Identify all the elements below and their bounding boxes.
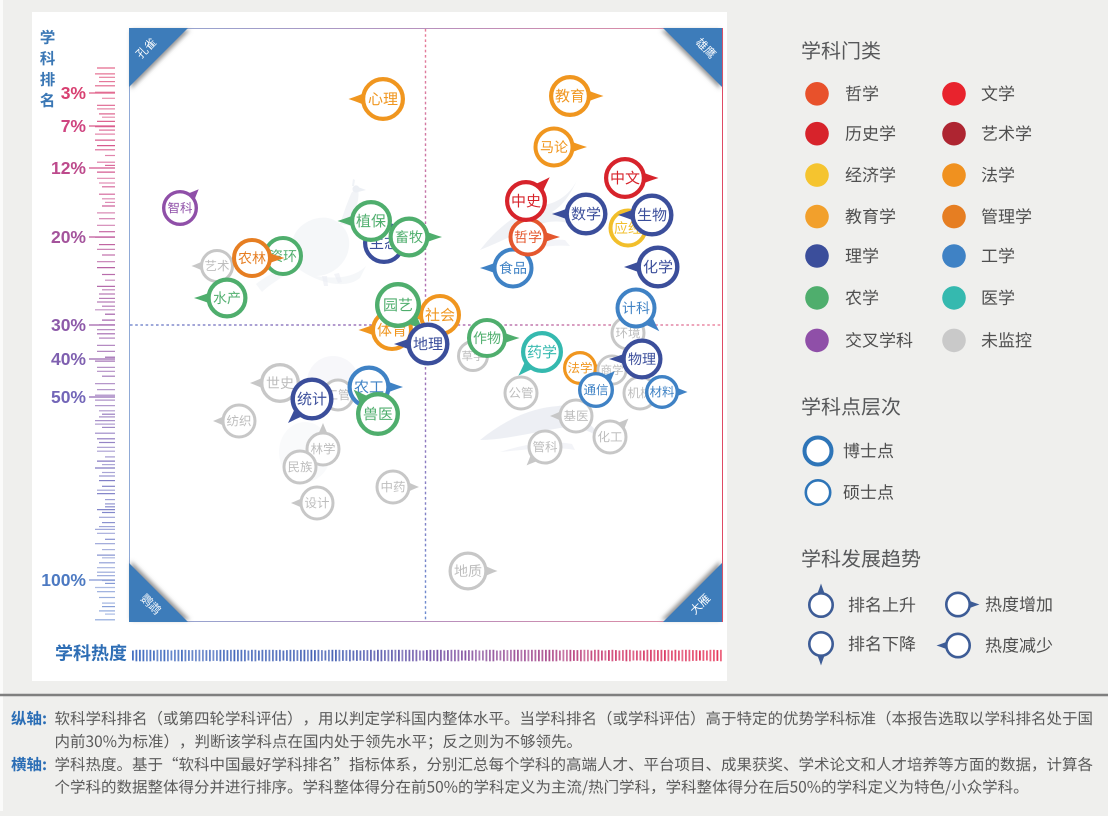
svg-text:7%: 7% — [61, 116, 87, 136]
svg-text:20%: 20% — [51, 227, 86, 247]
svg-text:100%: 100% — [41, 570, 86, 590]
svg-text:40%: 40% — [51, 349, 86, 369]
svg-text:50%: 50% — [51, 387, 86, 407]
svg-text:3%: 3% — [61, 83, 87, 103]
svg-text:12%: 12% — [51, 158, 86, 178]
svg-text:30%: 30% — [51, 315, 86, 335]
